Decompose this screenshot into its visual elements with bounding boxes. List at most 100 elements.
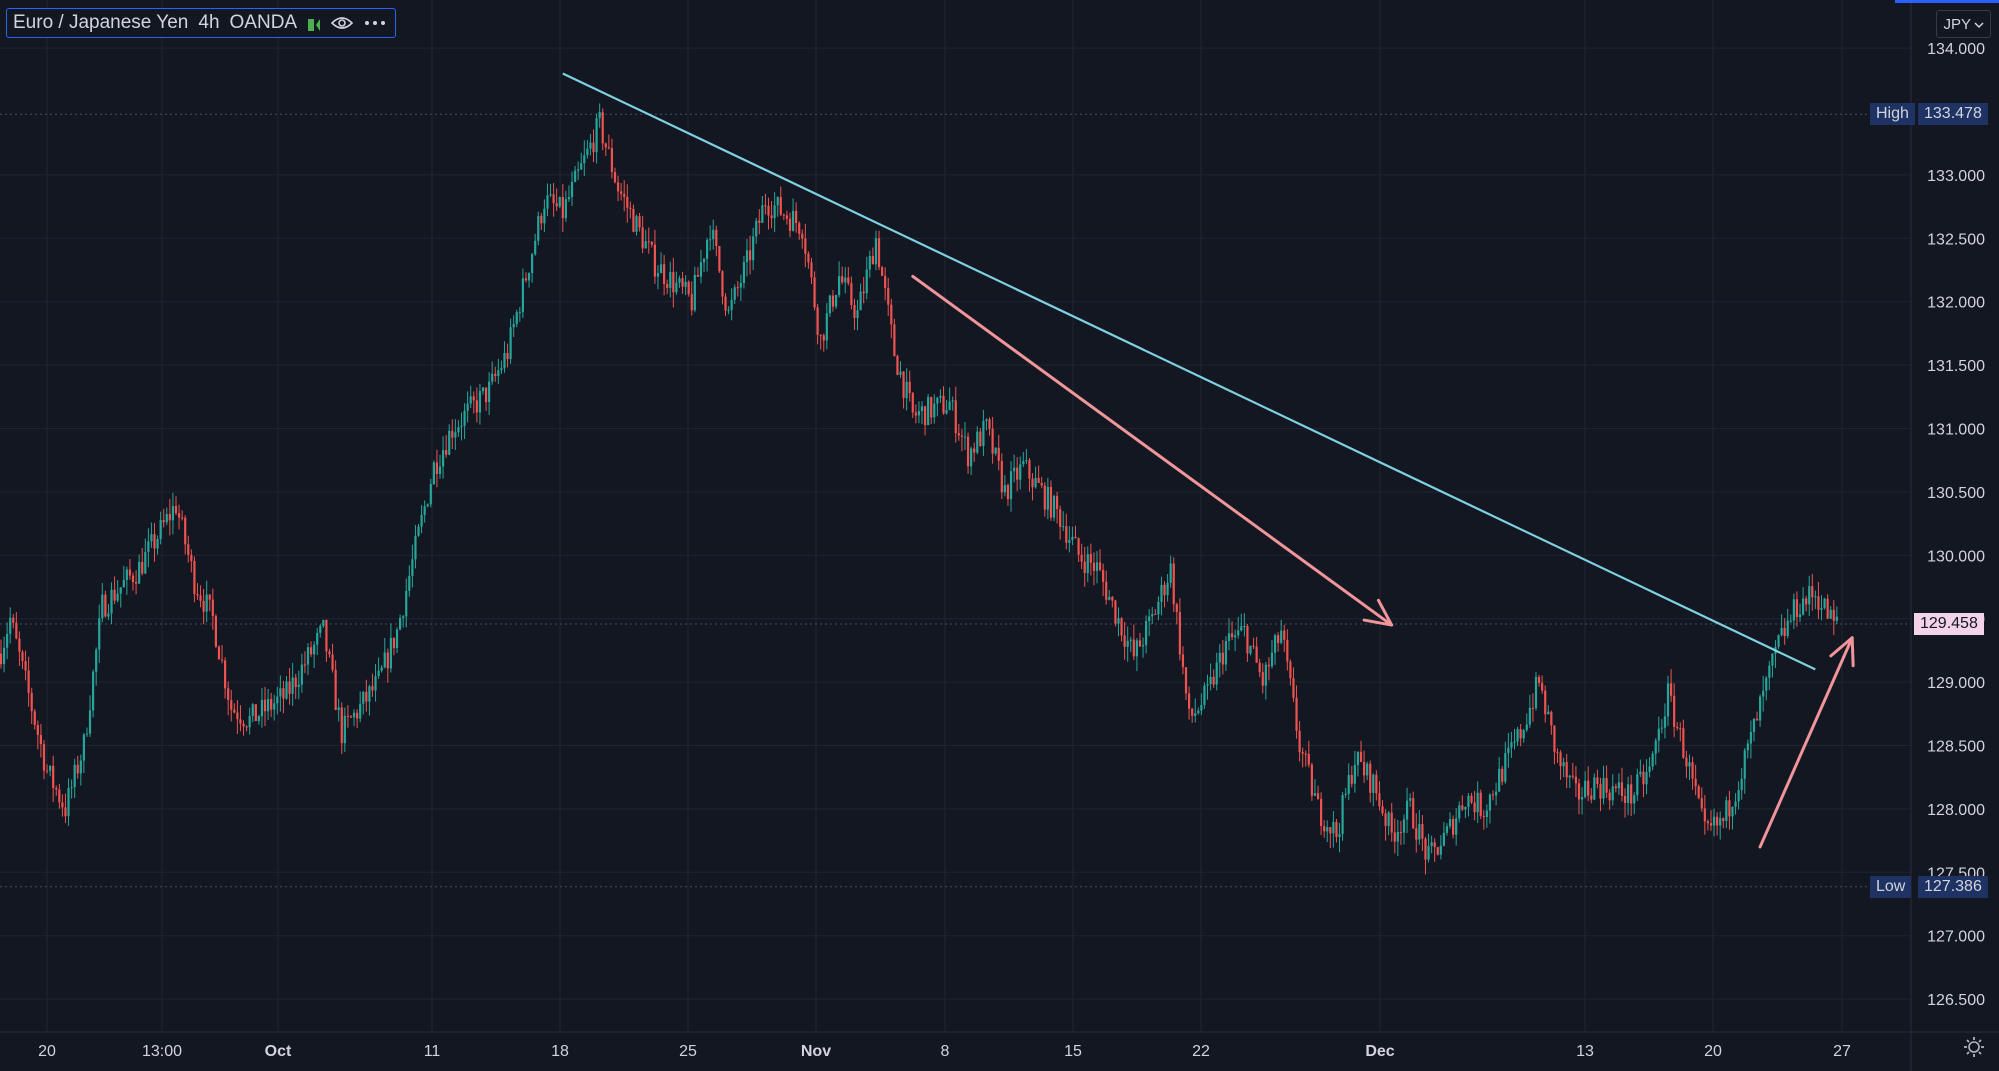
candle-body bbox=[1092, 562, 1096, 571]
candle-body bbox=[1559, 752, 1562, 767]
candle-body bbox=[1817, 596, 1820, 610]
candle bbox=[856, 299, 859, 331]
candle bbox=[1068, 526, 1071, 553]
candle-body bbox=[1617, 782, 1620, 789]
settings-icon[interactable] bbox=[1963, 1036, 1985, 1063]
candle bbox=[1178, 598, 1181, 661]
candle bbox=[632, 204, 635, 233]
candle bbox=[177, 504, 181, 530]
candle-body bbox=[1384, 813, 1387, 826]
candle bbox=[1243, 613, 1246, 637]
candle-body bbox=[408, 575, 411, 591]
trendline bbox=[562, 72, 1816, 671]
candle-body bbox=[564, 199, 567, 219]
interval-label[interactable]: 4h bbox=[198, 12, 220, 33]
candle-body bbox=[1261, 672, 1264, 686]
candle bbox=[1194, 698, 1197, 723]
candle-body bbox=[1083, 561, 1086, 574]
candle-body bbox=[1590, 795, 1593, 800]
candle-body bbox=[1657, 728, 1660, 741]
candle bbox=[1516, 726, 1519, 746]
candle-body bbox=[985, 419, 988, 422]
candle-body bbox=[1805, 598, 1808, 605]
candle-body bbox=[1510, 742, 1513, 748]
candle bbox=[1163, 581, 1166, 608]
candle bbox=[1666, 675, 1670, 726]
candle-body bbox=[42, 744, 46, 771]
candle bbox=[1175, 602, 1178, 625]
candle bbox=[217, 645, 221, 660]
candle-body bbox=[1541, 682, 1544, 691]
candle bbox=[699, 249, 703, 284]
candle bbox=[524, 272, 528, 283]
candle bbox=[1215, 652, 1218, 691]
candle-body bbox=[257, 716, 260, 722]
candle-body bbox=[1255, 646, 1258, 663]
candle bbox=[82, 732, 85, 774]
candle-body bbox=[159, 520, 162, 540]
candle bbox=[156, 535, 159, 555]
candle bbox=[36, 720, 39, 750]
candle-body bbox=[242, 723, 245, 727]
candle-body bbox=[914, 412, 917, 416]
candle-body bbox=[1470, 795, 1473, 803]
candle-body bbox=[825, 313, 828, 341]
candle-body bbox=[445, 450, 448, 455]
candle-body bbox=[1439, 845, 1442, 855]
candle-body bbox=[420, 514, 423, 527]
candle bbox=[411, 544, 414, 588]
candle bbox=[1366, 761, 1369, 781]
candle-body bbox=[678, 278, 681, 283]
candle bbox=[656, 265, 660, 290]
candle-body bbox=[282, 688, 285, 699]
flag-icon[interactable] bbox=[307, 16, 321, 31]
candle bbox=[374, 664, 377, 702]
symbol-name[interactable]: Euro / Japanese Yen bbox=[13, 12, 189, 33]
candle bbox=[1019, 456, 1022, 490]
candle bbox=[788, 212, 792, 238]
y-tick-label: 131.500 bbox=[1927, 358, 1985, 375]
candle bbox=[798, 221, 801, 240]
candle bbox=[1145, 615, 1148, 654]
candle-body bbox=[119, 587, 122, 594]
candle-body bbox=[1694, 778, 1697, 787]
candle-body bbox=[752, 236, 755, 261]
candle bbox=[1181, 646, 1185, 675]
candle bbox=[349, 715, 353, 719]
candle-body bbox=[113, 589, 116, 601]
candle-body bbox=[1737, 790, 1740, 802]
candle-body bbox=[1415, 828, 1418, 840]
candle-body bbox=[438, 466, 442, 475]
candle bbox=[1372, 773, 1375, 807]
eye-icon[interactable] bbox=[331, 15, 354, 31]
candle-body bbox=[227, 688, 230, 701]
candle-body bbox=[313, 644, 316, 655]
candle-body bbox=[1768, 665, 1771, 678]
candle-body bbox=[469, 396, 472, 404]
candle-body bbox=[1623, 795, 1627, 803]
candle bbox=[1065, 513, 1068, 550]
currency-selector-button[interactable]: JPY bbox=[1936, 10, 1991, 38]
candle-body bbox=[629, 207, 632, 209]
candle-body bbox=[1682, 728, 1685, 758]
candle bbox=[150, 522, 153, 548]
candle bbox=[1430, 835, 1433, 854]
candle-body bbox=[773, 205, 776, 219]
candle bbox=[859, 283, 862, 311]
candle-body bbox=[1811, 586, 1814, 598]
candle bbox=[1488, 793, 1492, 824]
candle bbox=[1550, 710, 1553, 735]
candle bbox=[1513, 728, 1516, 750]
candle-body bbox=[1375, 774, 1378, 794]
candle bbox=[586, 140, 589, 159]
y-tick-label: 128.000 bbox=[1927, 802, 1985, 819]
more-icon[interactable] bbox=[363, 19, 387, 27]
candle bbox=[1654, 738, 1657, 765]
symbol-legend[interactable]: Euro / Japanese Yen 4h OANDA bbox=[6, 8, 397, 38]
candle bbox=[911, 391, 914, 418]
candle-body bbox=[165, 514, 168, 523]
candle-body bbox=[18, 638, 21, 652]
candle bbox=[227, 681, 230, 716]
candle bbox=[251, 703, 254, 723]
